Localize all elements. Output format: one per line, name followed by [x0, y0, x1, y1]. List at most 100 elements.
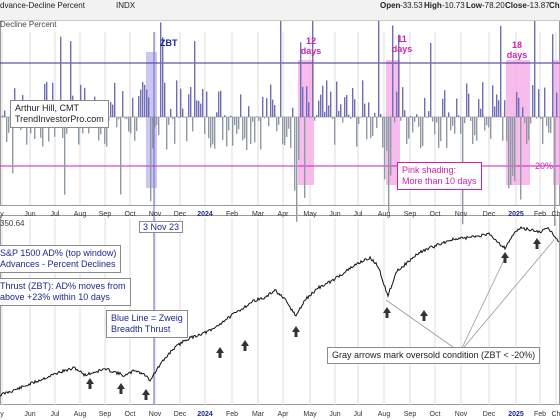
ad-bar: [348, 114, 350, 117]
ad-bar: [342, 117, 344, 123]
ad-bar: [400, 117, 402, 121]
ad-bar: [140, 89, 142, 117]
ad-bar: [546, 117, 548, 126]
ad-bar: [420, 117, 422, 149]
ad-bar: [416, 114, 418, 117]
ad-bar: [412, 117, 414, 133]
ad-bar: [136, 117, 138, 132]
ad-bar: [516, 91, 518, 117]
ad-bar: [78, 117, 80, 145]
ad-bar: [216, 112, 218, 117]
ad-bar: [504, 100, 506, 117]
ad-bar: [398, 34, 400, 118]
ad-bar: [106, 117, 108, 147]
ad-bar: [268, 117, 270, 127]
top-x-tick-label: 2024: [197, 211, 213, 218]
ad-bar: [466, 83, 468, 117]
ad-bar: [498, 100, 500, 117]
ad-bar: [124, 117, 126, 119]
blue-line-2: Breadth Thrust: [111, 324, 171, 334]
ad-bar: [452, 117, 454, 126]
top-x-tick-label: Aug: [378, 211, 391, 218]
ad-bar: [536, 117, 538, 119]
top-x-tick-label: Nov: [455, 211, 468, 218]
ad-bar: [158, 117, 160, 135]
ad-bar: [286, 117, 288, 137]
top-x-tick-label: Ch: [552, 211, 560, 218]
bottom-x-tick-label: Sep: [99, 411, 112, 418]
ad-bar: [162, 37, 164, 117]
ad-bar: [154, 117, 156, 128]
top-x-tick-label: Mar: [252, 211, 265, 218]
ad-bar: [212, 117, 214, 145]
ad-bar: [554, 117, 556, 227]
bottom-x-tick-label: Nov: [455, 411, 468, 418]
ad-bar: [166, 117, 168, 150]
oversold-arrow: [241, 340, 249, 351]
ad-bar: [550, 117, 552, 133]
top-x-tick-label: Dec: [483, 211, 496, 218]
top-x-tick-label: 2025: [508, 211, 524, 218]
ad-bar: [322, 85, 324, 117]
ad-bar: [288, 117, 290, 129]
bottom-x-tick-label: Sep: [404, 411, 417, 418]
close-value: -13.87: [527, 1, 550, 10]
top-x-tick-label: Jul: [354, 211, 363, 218]
ad-bar: [390, 117, 392, 176]
ad-bar: [474, 117, 476, 136]
ad-bar: [392, 25, 394, 118]
top-x-tick-label: Feb: [226, 211, 238, 218]
ad-bar: [408, 117, 410, 139]
ad-bar: [126, 117, 128, 120]
bottom-x-tick-label: 2025: [508, 411, 524, 418]
bottom-x-tick-label: Aug: [74, 411, 87, 418]
pink-label-18-num: 18: [511, 40, 522, 50]
ad-bar: [134, 117, 136, 141]
bottom-x-tick-label: Oct: [430, 411, 441, 418]
pink-note-line1: Pink shading:: [402, 165, 457, 175]
ad-bar: [382, 117, 384, 148]
bottom-x-tick-label: Dec: [483, 411, 496, 418]
ad-bar: [236, 117, 238, 134]
pink-shading: [386, 60, 400, 185]
ad-bar: [48, 117, 50, 142]
bottom-x-tick-label: Ch: [552, 411, 560, 418]
ad-bar: [222, 117, 224, 140]
ad-bar: [128, 117, 130, 132]
pink-label-11-num: 11: [397, 34, 407, 44]
chart-title: dvance-Decline Percent: [0, 1, 85, 10]
ad-bar: [284, 117, 286, 146]
oversold-arrow: [117, 383, 125, 394]
ad-bar: [234, 117, 236, 126]
ad-bar: [502, 117, 504, 141]
ad-bar: [450, 117, 452, 131]
ad-bar: [518, 97, 520, 117]
zbt-label: ZBT: [160, 38, 178, 48]
top-x-tick-label: Feb: [534, 211, 546, 218]
ad-bar: [264, 117, 266, 119]
ad-bar: [230, 115, 232, 117]
top-x-tick-label: Dec: [174, 211, 187, 218]
ad-bar: [476, 117, 478, 141]
low-value: -78.20: [482, 1, 505, 10]
ad-bar: [372, 117, 374, 137]
ad-bar: [218, 91, 220, 117]
ad-bar: [70, 41, 72, 117]
ad-bar: [118, 117, 120, 120]
ad-bar: [388, 117, 390, 213]
high-label: High: [424, 1, 442, 10]
ad-bar: [210, 117, 212, 148]
pink-shading-note: Pink shading: More than 10 days: [397, 162, 482, 190]
ad-bar: [472, 117, 474, 145]
author-name: Arthur Hill, CMT: [15, 103, 80, 113]
ad-bar: [436, 117, 438, 123]
ad-bar: [244, 117, 246, 139]
ad-bar: [260, 117, 262, 150]
ad-bar: [532, 85, 534, 117]
ad-bar: [194, 41, 196, 118]
bottom-x-tick-label: Apr: [278, 411, 290, 418]
legend-line2: Advances - Percent Declines: [0, 259, 116, 269]
top-x-tick-label: Sep: [99, 211, 112, 218]
ad-bar: [148, 97, 150, 117]
ad-bar: [338, 111, 340, 117]
